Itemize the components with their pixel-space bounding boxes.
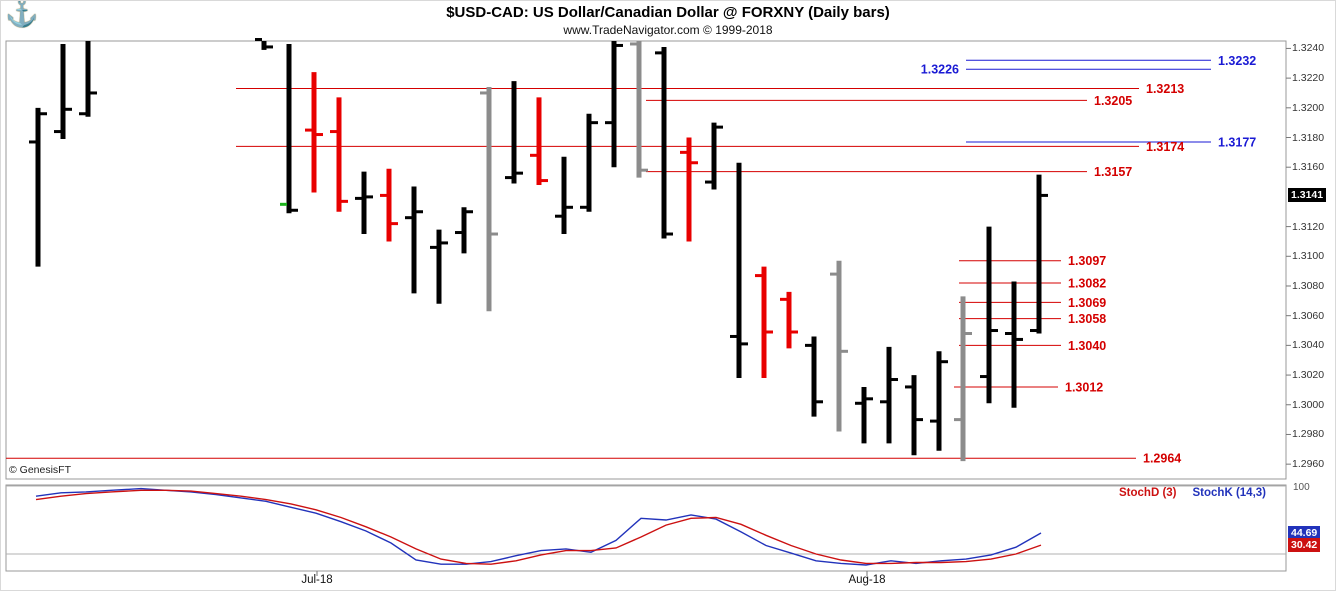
price-axis-label: 1.3180 bbox=[1292, 131, 1325, 144]
stochd-legend-label: StochD (3) bbox=[1119, 487, 1177, 499]
price-level-label: 1.3205 bbox=[1094, 94, 1132, 108]
price-level-label: 1.3174 bbox=[1146, 140, 1184, 154]
stochd-value-badge: 30.42 bbox=[1288, 538, 1321, 553]
price-level-label: 1.3082 bbox=[1068, 277, 1106, 291]
month-label: Jul-18 bbox=[301, 574, 333, 586]
copyright-note: © GenesisFT bbox=[9, 464, 72, 476]
chart-subtitle: www.TradeNavigator.com © 1999-2018 bbox=[563, 23, 773, 37]
stoch-axis-label-100: 100 bbox=[1293, 482, 1310, 493]
price-level-label: 1.3177 bbox=[1218, 135, 1256, 149]
price-axis-label: 1.3240 bbox=[1292, 42, 1325, 55]
price-level-label: 1.2964 bbox=[1143, 452, 1181, 466]
price-panel-border bbox=[5, 40, 1287, 480]
stoch-legend: StochD (3) StochK (14,3) bbox=[1119, 487, 1266, 499]
month-label: Aug-18 bbox=[848, 574, 886, 586]
price-axis-label: 1.3040 bbox=[1292, 339, 1325, 352]
price-axis-label: 1.3020 bbox=[1292, 369, 1325, 382]
price-axis-label: 1.3160 bbox=[1292, 161, 1325, 174]
price-level-label: 1.3232 bbox=[1218, 54, 1256, 68]
chart-title: $USD-CAD: US Dollar/Canadian Dollar @ FO… bbox=[446, 4, 890, 21]
price-level-label: 1.3213 bbox=[1146, 82, 1184, 96]
stochk-value-badge: 44.69 bbox=[1288, 526, 1321, 540]
price-level-label: 1.3069 bbox=[1068, 296, 1106, 310]
price-axis-label: 1.3200 bbox=[1292, 101, 1325, 114]
price-axis-label: 1.2980 bbox=[1292, 428, 1325, 441]
last-price-badge: 1.3141 bbox=[1288, 188, 1327, 203]
price-axis-label: 1.3100 bbox=[1292, 250, 1325, 263]
stoch-panel-border bbox=[5, 484, 1287, 572]
price-axis-label: 1.3060 bbox=[1292, 309, 1325, 322]
anchor-logo-icon: ⚓ bbox=[5, 0, 39, 28]
price-level-label: 1.3058 bbox=[1068, 312, 1106, 326]
stochk-legend-label: StochK (14,3) bbox=[1192, 487, 1267, 499]
stoch-line-d bbox=[35, 489, 1042, 565]
price-axis-label: 1.3220 bbox=[1292, 72, 1325, 85]
price-axis-label: 1.3000 bbox=[1292, 398, 1325, 411]
price-axis-label: 1.3080 bbox=[1292, 279, 1325, 292]
price-axis-label: 1.2960 bbox=[1292, 458, 1325, 471]
price-level-label: 1.3097 bbox=[1068, 254, 1106, 268]
price-level-label: 1.3157 bbox=[1094, 165, 1132, 179]
price-axis-label: 1.3120 bbox=[1292, 220, 1325, 233]
price-level-label: 1.3012 bbox=[1065, 380, 1103, 394]
price-level-label: 1.3040 bbox=[1068, 339, 1106, 353]
price-level-label: 1.3226 bbox=[921, 63, 959, 77]
